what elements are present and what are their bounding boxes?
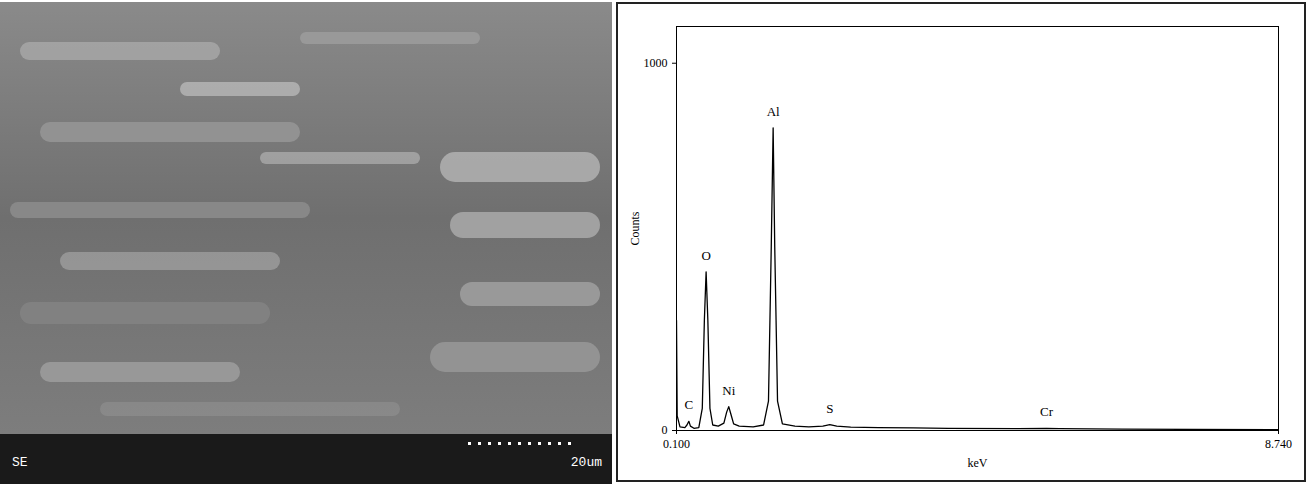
svg-text:Counts: Counts xyxy=(628,211,642,245)
svg-text:Cr: Cr xyxy=(1040,404,1054,419)
svg-text:S: S xyxy=(826,401,833,416)
svg-text:8.740: 8.740 xyxy=(1265,437,1292,451)
svg-text:Al: Al xyxy=(767,104,780,119)
svg-text:C: C xyxy=(684,397,693,412)
svg-text:0: 0 xyxy=(662,423,668,437)
svg-text:Ni: Ni xyxy=(722,383,735,398)
svg-text:SE: SE xyxy=(12,455,28,470)
svg-text:1000: 1000 xyxy=(644,56,668,70)
svg-text:O: O xyxy=(701,248,710,263)
svg-text:20um: 20um xyxy=(571,455,602,470)
svg-text:0.100: 0.100 xyxy=(663,437,690,451)
svg-text:keV: keV xyxy=(968,456,988,470)
